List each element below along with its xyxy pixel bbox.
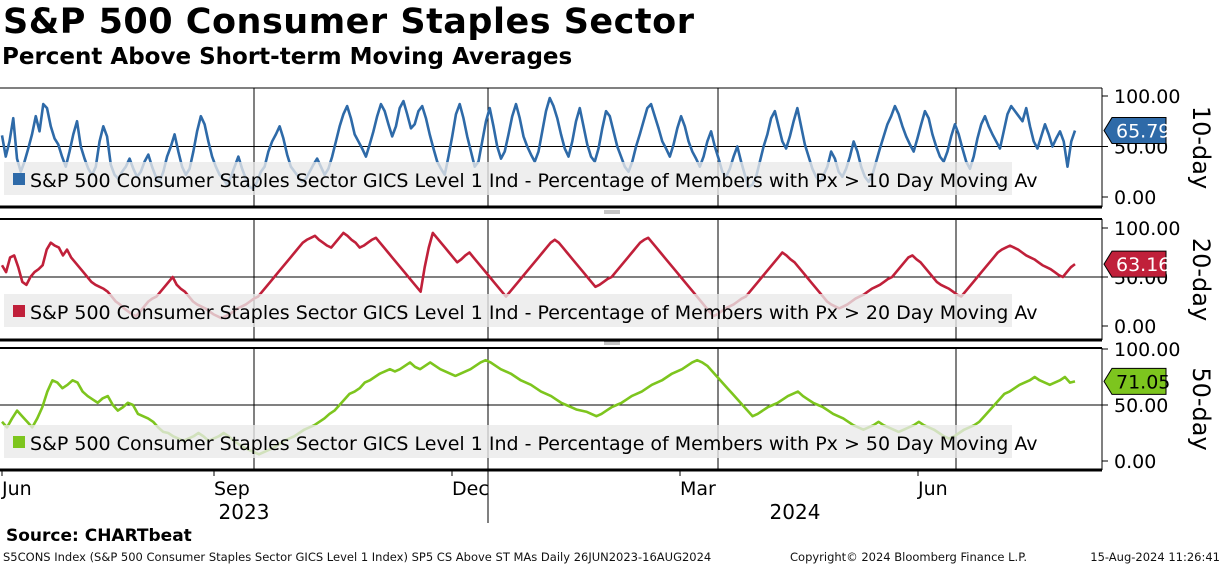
legend-swatch <box>13 436 25 448</box>
legend-text: S&P 500 Consumer Staples Sector GICS Lev… <box>30 302 1038 324</box>
legend-swatch <box>13 173 25 185</box>
panel-label: 10-day <box>1187 106 1215 189</box>
legend-text: S&P 500 Consumer Staples Sector GICS Lev… <box>30 170 1038 192</box>
y-tick-label: 50.00 <box>1114 395 1168 417</box>
last-value-text: 71.05 <box>1116 371 1170 393</box>
year-label: 2024 <box>770 500 821 524</box>
year-label: 2023 <box>219 500 270 524</box>
legend-text: S&P 500 Consumer Staples Sector GICS Lev… <box>30 433 1038 455</box>
footer-index-info: S5CONS Index (S&P 500 Consumer Staples S… <box>3 550 712 564</box>
x-tick-label: Jun <box>1 478 32 500</box>
y-tick-label: 100.00 <box>1114 218 1180 240</box>
last-value-tag <box>1103 367 1167 395</box>
x-tick-label: Jun <box>917 478 948 500</box>
chart-subtitle: Percent Above Short-term Moving Averages <box>2 44 573 70</box>
legend-box <box>4 294 1012 327</box>
source-label: Source: CHARTbeat <box>6 526 192 546</box>
series-line-ten_day <box>0 96 1077 191</box>
x-tick-label: Sep <box>214 478 250 500</box>
y-tick-label: 100.00 <box>1114 339 1180 361</box>
legend-swatch <box>13 305 25 317</box>
last-value-text: 65.79 <box>1116 121 1170 143</box>
chart-title: S&P 500 Consumer Staples Sector <box>3 2 695 42</box>
last-value-text: 63.16 <box>1116 254 1170 276</box>
x-tick-label: Mar <box>680 478 716 500</box>
panel-label: 50-day <box>1187 367 1215 450</box>
series-line-twenty_day <box>0 231 1076 320</box>
y-tick-label: 0.00 <box>1114 316 1156 338</box>
last-value-tag <box>1103 250 1167 278</box>
y-tick-label: 0.00 <box>1114 451 1156 473</box>
legend-box <box>4 162 1012 195</box>
last-value-tag <box>1103 117 1167 145</box>
y-tick-label: 100.00 <box>1114 86 1180 108</box>
panel-label: 20-day <box>1187 238 1215 321</box>
x-tick-label: Dec <box>452 478 489 500</box>
footer-timestamp: 15-Aug-2024 11:26:41 <box>1090 550 1220 564</box>
legend-box <box>4 425 1012 458</box>
footer-copyright: Copyright© 2024 Bloomberg Finance L.P. <box>790 550 1027 564</box>
y-tick-label: 0.00 <box>1114 187 1156 209</box>
